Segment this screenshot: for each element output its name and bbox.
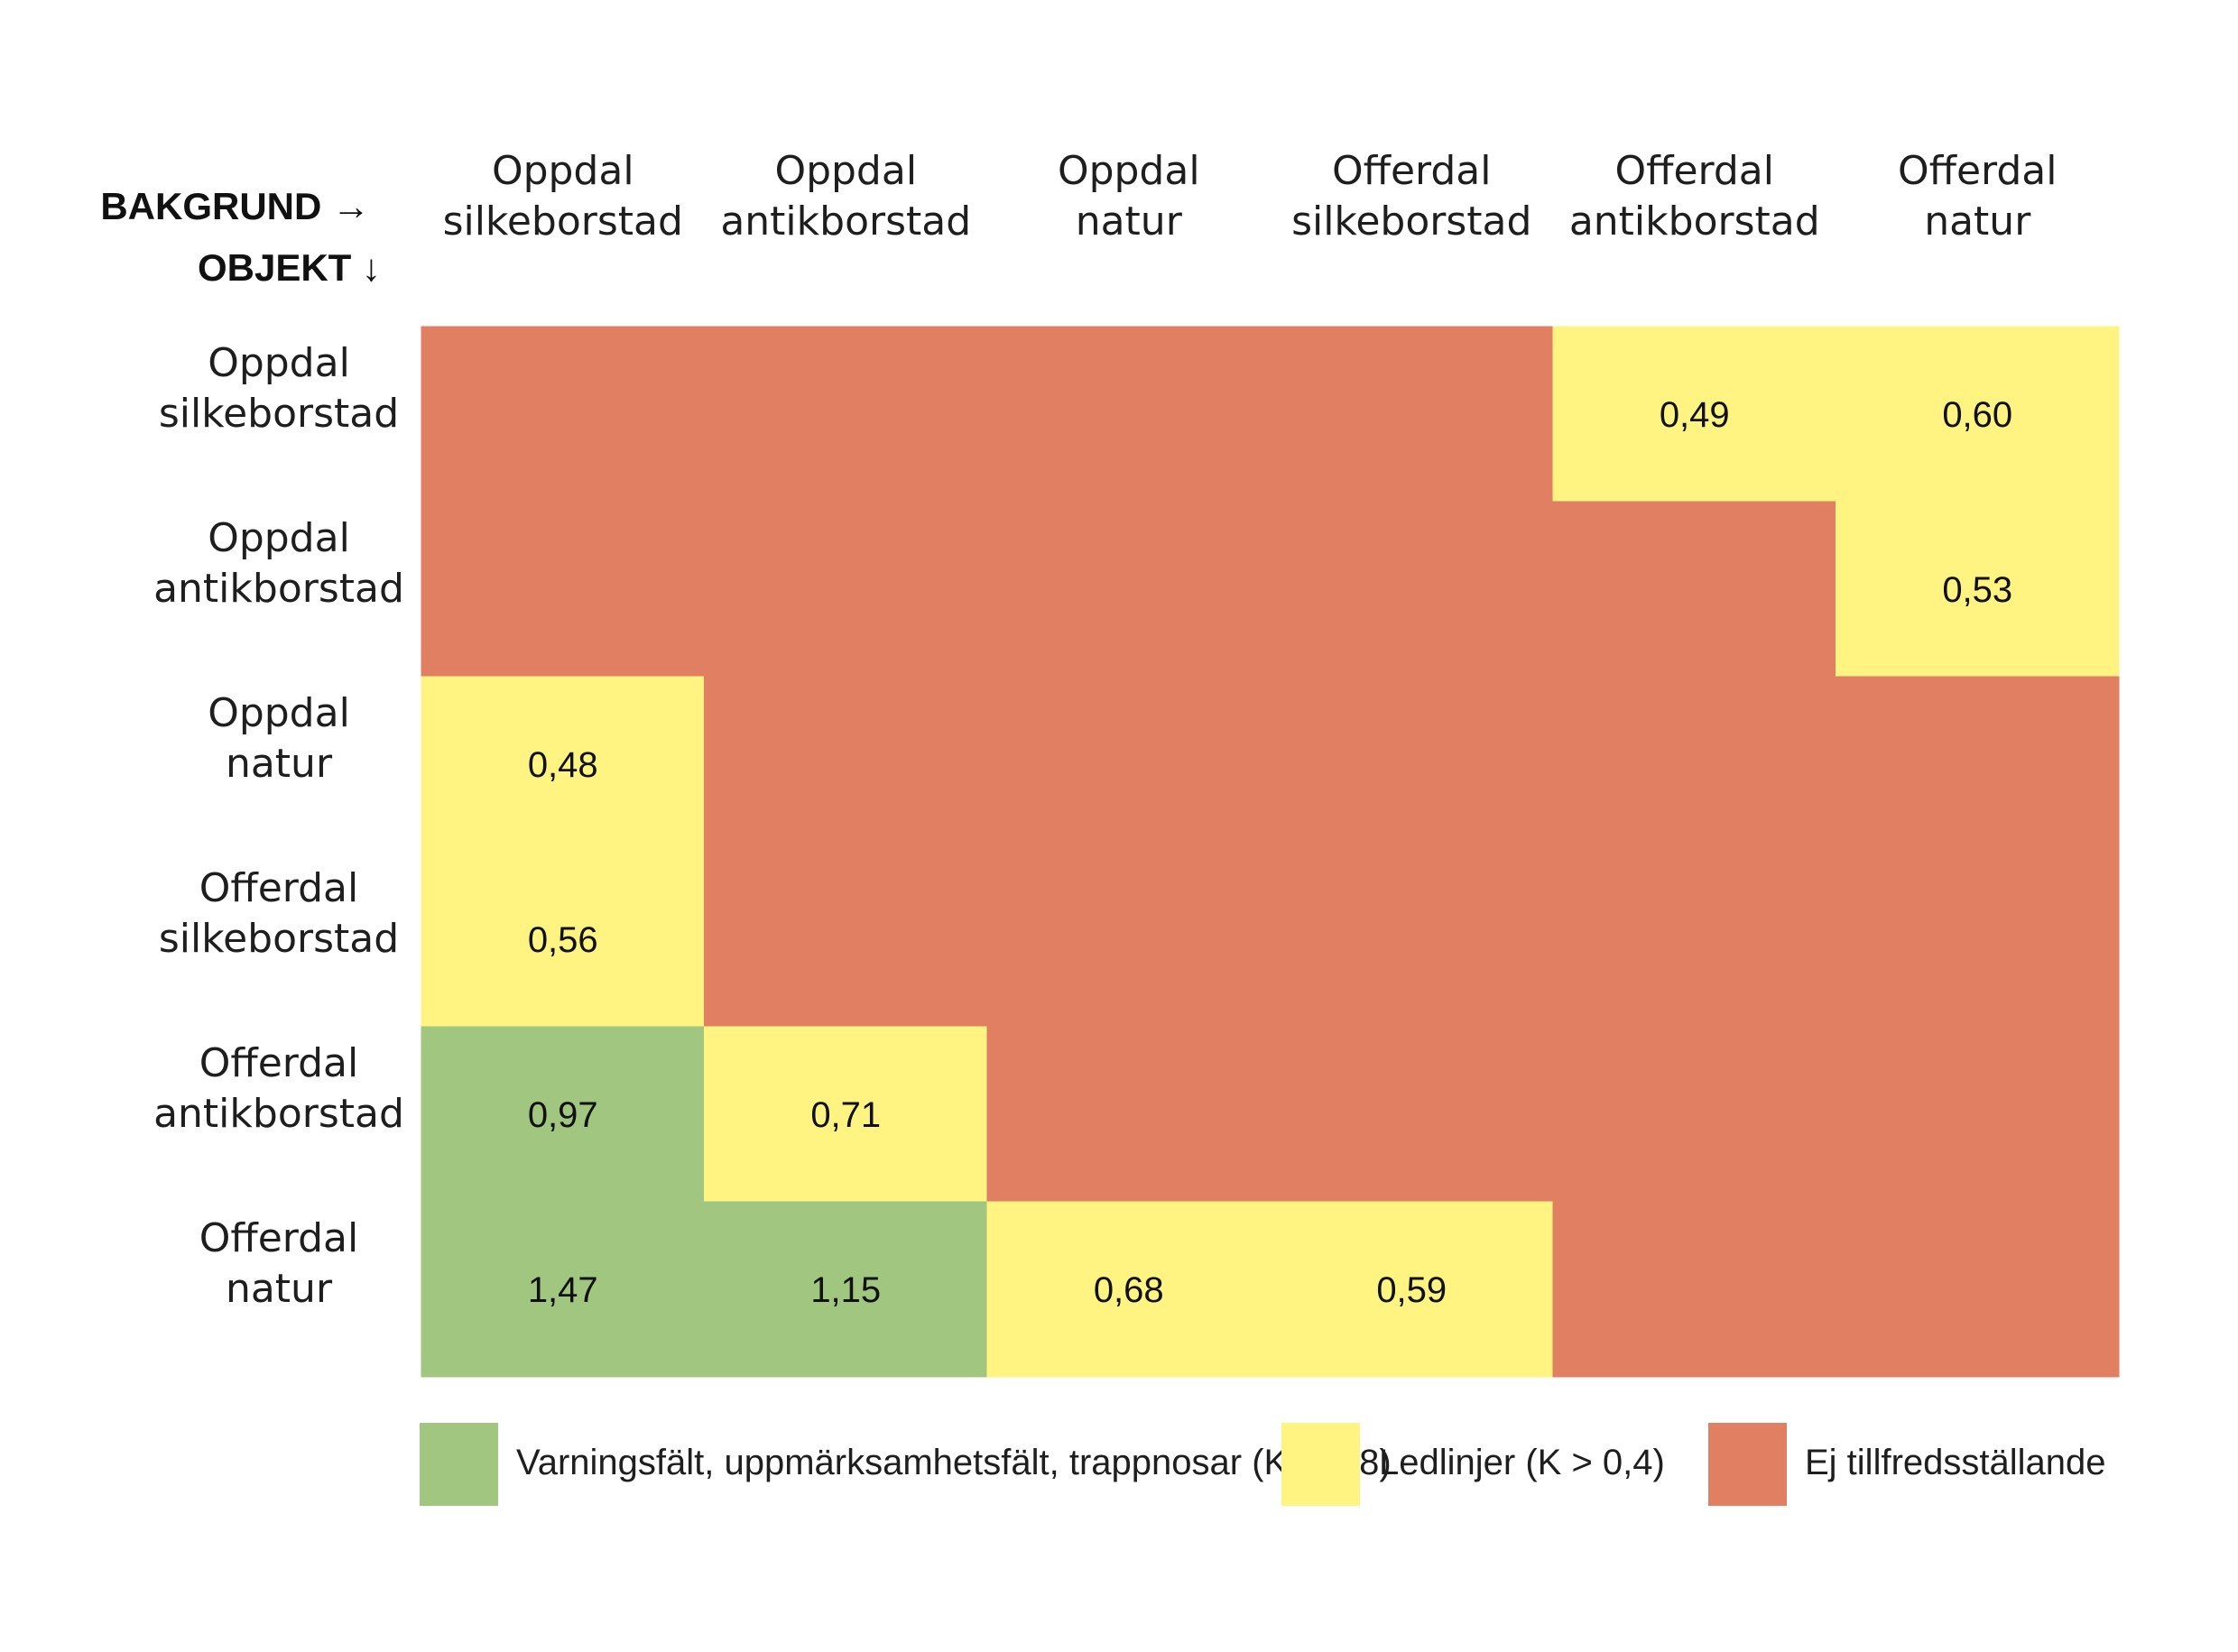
heatmap-cell-yellow (421, 676, 705, 853)
row-header-label: Oppdal (208, 690, 350, 736)
heatmap-cell-red (986, 326, 1271, 503)
heatmap-cell-red (1270, 676, 1554, 853)
heatmap-cell-red (986, 676, 1271, 853)
heatmap-cell-red (1270, 501, 1554, 678)
legend-label: Ej tillfredsställande (1805, 1443, 2106, 1482)
row-header-label: antikborstad (153, 566, 404, 612)
column-header-label: Offerdal (1898, 148, 2057, 194)
cell-value: 0,53 (1942, 570, 2012, 610)
column-header-label: antikborstad (720, 198, 971, 245)
cell-value: 0,60 (1942, 395, 2012, 435)
heatmap-cell-red (986, 851, 1271, 1028)
cell-value-labels: 0,49 0,60 0,53 0,48 0,56 0,97 0,71 1,47 1,15 0,68… (528, 395, 2012, 1310)
heatmap-cell-yellow (1270, 1201, 1554, 1378)
column-headers: OppdalsilkeborstadOppdalantikborstadOppd… (443, 148, 2058, 245)
heatmap-cell-green (421, 1026, 705, 1203)
row-header-label: Offerdal (199, 1040, 358, 1086)
axis-titles: BAKGRUND → OBJEKT ↓ (100, 185, 381, 289)
heatmap-cell-red (1552, 501, 1836, 678)
heatmap-cell-red (704, 676, 988, 853)
heatmap-cell-yellow (704, 1026, 988, 1203)
cell-value: 0,59 (1376, 1270, 1447, 1310)
heatmap-cell-red (1836, 1026, 2120, 1203)
heatmap-cell-green (421, 1201, 705, 1378)
heatmap-cell-yellow (1836, 326, 2120, 503)
heatmap-cell-red (1552, 1201, 1836, 1378)
row-header-label: Oppdal (208, 340, 350, 386)
column-axis-title: BAKGRUND → (100, 185, 370, 227)
column-header-label: Oppdal (492, 148, 634, 194)
cell-value: 0,71 (810, 1095, 881, 1135)
heatmap-cell-red (421, 501, 705, 678)
cell-value: 0,48 (528, 745, 598, 785)
row-headers: Oppdal silkeborstad Oppdal antikborstad Oppd… (153, 340, 404, 1312)
column-header-label: Oppdal (1058, 148, 1200, 194)
column-header-label: Oppdal (774, 148, 917, 194)
heatmap-cell-red (986, 1026, 1271, 1203)
heatmap-cell-red (1836, 1201, 2120, 1378)
column-header-label: antikborstad (1569, 198, 1820, 245)
column-header-label: Offerdal (1615, 148, 1774, 194)
cell-value: 0,56 (528, 920, 598, 960)
row-header-label: Oppdal (208, 515, 350, 561)
heatmap-cell-red (704, 326, 988, 503)
legend-swatch-red (1708, 1423, 1787, 1506)
legend-label: Varningsfält, uppmärksamhetsfält, trappn… (516, 1443, 1392, 1482)
cell-value: 1,47 (528, 1270, 598, 1310)
row-header-label: natur (226, 1266, 333, 1312)
heatmap-cell-red (1270, 326, 1554, 503)
heatmap-cell-red (1270, 851, 1554, 1028)
heatmap-cell-red (986, 501, 1271, 678)
cell-value: 0,97 (528, 1095, 598, 1135)
heatmap-cells (421, 326, 2120, 1378)
cell-value: 0,49 (1660, 395, 1730, 435)
heatmap-cell-yellow (1552, 326, 1836, 503)
row-header-label: natur (226, 741, 333, 787)
cell-value: 1,15 (810, 1270, 881, 1310)
column-header-label: natur (1076, 198, 1183, 245)
heatmap-cell-red (1836, 851, 2120, 1028)
heatmap-cell-red (704, 501, 988, 678)
heatmap-cell-yellow (1836, 501, 2120, 678)
column-header-label: natur (1924, 198, 2031, 245)
heatmap-cell-red (1270, 1026, 1554, 1203)
row-axis-title: OBJEKT ↓ (198, 246, 381, 289)
row-header-label: Offerdal (199, 865, 358, 911)
row-header-label: silkeborstad (159, 916, 399, 962)
row-header-label: silkeborstad (159, 391, 399, 437)
row-header-label: antikborstad (153, 1091, 404, 1137)
heatmap-cell-red (704, 851, 988, 1028)
heatmap-cell-red (1552, 676, 1836, 853)
legend-swatch-yellow (1281, 1423, 1360, 1506)
heatmap-cell-green (704, 1201, 988, 1378)
heatmap-cell-yellow (421, 851, 705, 1028)
heatmap-cell-red (421, 326, 705, 503)
heatmap-cell-red (1552, 1026, 1836, 1203)
legend-label: Ledlinjer (K > 0,4) (1379, 1443, 1665, 1482)
heatmap-cell-red (1552, 851, 1836, 1028)
heatmap-cell-red (1836, 676, 2120, 853)
legend: Varningsfält, uppmärksamhetsfält, trappn… (420, 1423, 2106, 1506)
row-header-label: Offerdal (199, 1215, 358, 1261)
column-header-label: silkeborstad (1291, 198, 1531, 245)
legend-swatch-green (420, 1423, 498, 1506)
column-header-label: silkeborstad (443, 198, 683, 245)
heatmap-cell-yellow (986, 1201, 1271, 1378)
cell-value: 0,68 (1094, 1270, 1164, 1310)
column-header-label: Offerdal (1332, 148, 1491, 194)
